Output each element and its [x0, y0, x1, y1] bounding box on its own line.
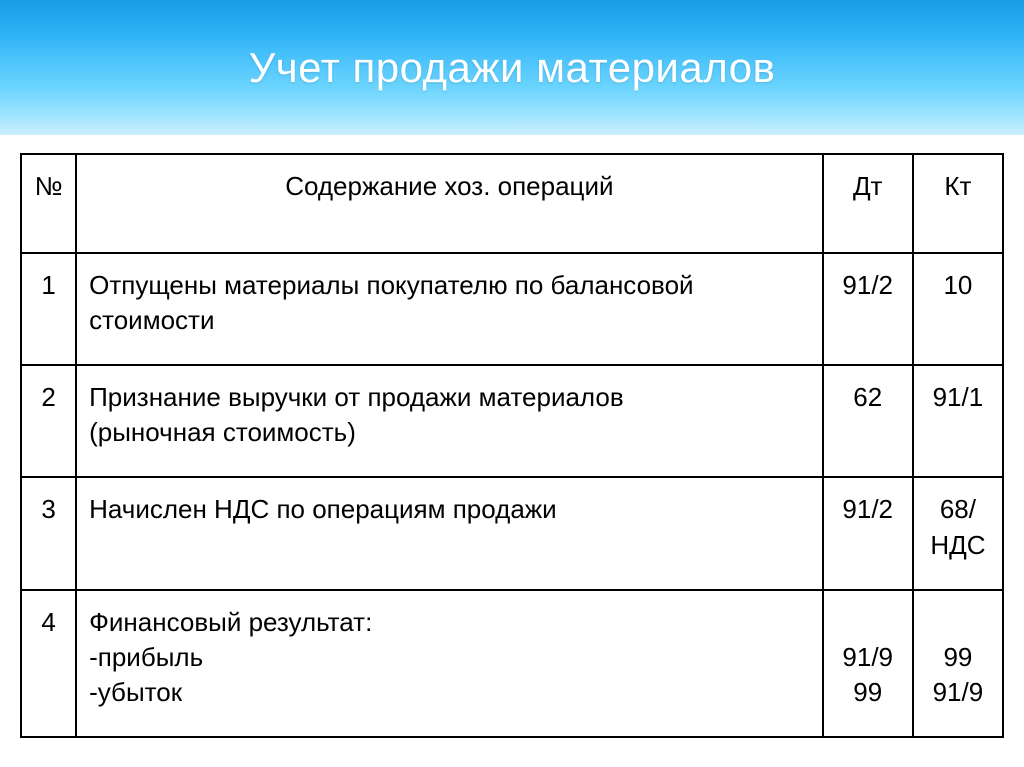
table-container: № Содержание хоз. операций Дт Кт 1 Отпущ… — [0, 135, 1024, 738]
accounting-table: № Содержание хоз. операций Дт Кт 1 Отпущ… — [20, 153, 1004, 738]
slide-header: Учет продажи материалов — [0, 0, 1024, 135]
cell-num: 2 — [21, 365, 76, 477]
cell-dt: 91/2 — [823, 477, 913, 589]
table-row: 4 Финансовый результат: -прибыль -убыток… — [21, 590, 1003, 737]
cell-num: 4 — [21, 590, 76, 737]
cell-kt: 10 — [913, 253, 1003, 365]
cell-desc: Финансовый результат: -прибыль -убыток — [76, 590, 823, 737]
slide: Учет продажи материалов № Содержание хоз… — [0, 0, 1024, 767]
cell-desc: Отпущены материалы покупателю по балансо… — [76, 253, 823, 365]
cell-kt: 68/ НДС — [913, 477, 1003, 589]
cell-kt: 91/1 — [913, 365, 1003, 477]
table-row: 1 Отпущены материалы покупателю по балан… — [21, 253, 1003, 365]
col-header-dt: Дт — [823, 154, 913, 253]
cell-dt: 91/9 99 — [823, 590, 913, 737]
table-header-row: № Содержание хоз. операций Дт Кт — [21, 154, 1003, 253]
col-header-num: № — [21, 154, 76, 253]
cell-dt: 91/2 — [823, 253, 913, 365]
cell-num: 1 — [21, 253, 76, 365]
col-header-desc: Содержание хоз. операций — [76, 154, 823, 253]
cell-kt: 99 91/9 — [913, 590, 1003, 737]
slide-title: Учет продажи материалов — [249, 44, 776, 92]
table-row: 3 Начислен НДС по операциям продажи 91/2… — [21, 477, 1003, 589]
cell-dt: 62 — [823, 365, 913, 477]
table-row: 2 Признание выручки от продажи материало… — [21, 365, 1003, 477]
col-header-kt: Кт — [913, 154, 1003, 253]
cell-num: 3 — [21, 477, 76, 589]
cell-desc: Признание выручки от продажи материалов … — [76, 365, 823, 477]
cell-desc: Начислен НДС по операциям продажи — [76, 477, 823, 589]
